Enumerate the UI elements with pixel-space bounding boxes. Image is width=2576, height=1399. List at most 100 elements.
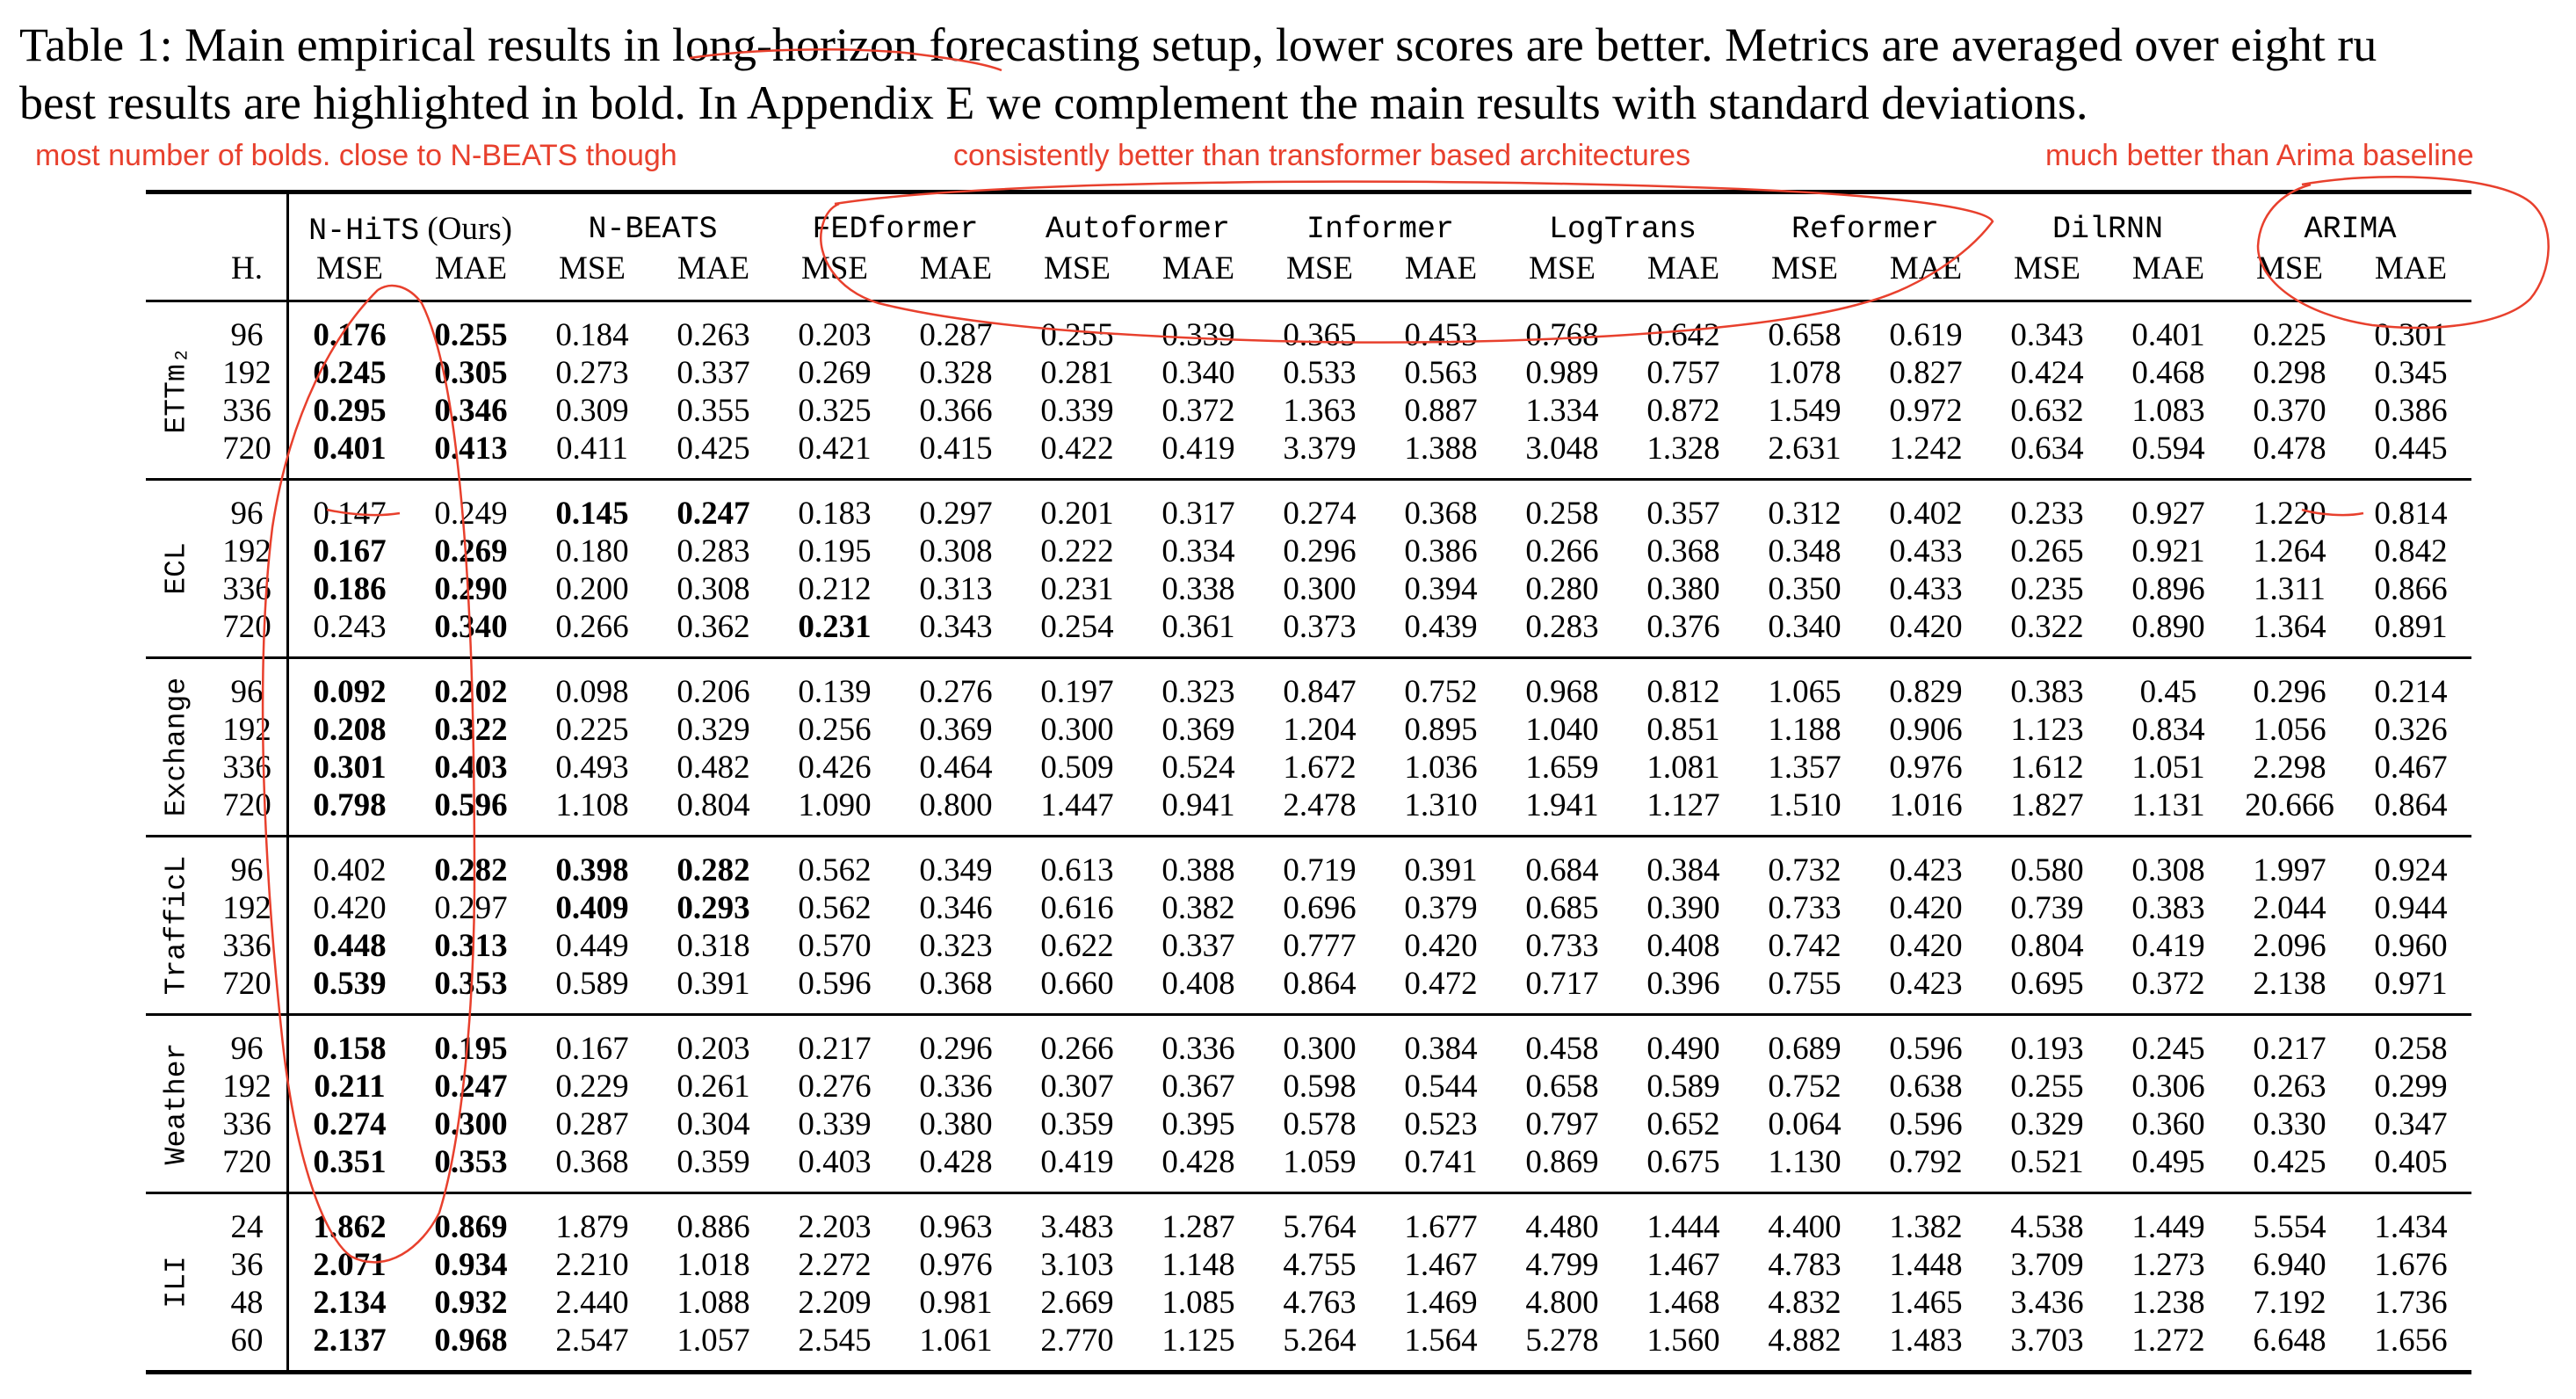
table-row: 60 2.137 0.968 2.547 1.057 2.545 1.061 2.770 1.1… — [146, 1322, 2471, 1373]
horizon-cell: 720 — [207, 1143, 289, 1193]
value-cell: 0.212 — [798, 571, 872, 607]
value-cell: 0.338 — [1161, 571, 1235, 607]
value-cell: 0.619 — [1889, 317, 1963, 353]
value-cell: 0.231 — [798, 609, 872, 645]
value-cell: 0.318 — [677, 928, 750, 964]
value-cell: 1.434 — [2374, 1209, 2448, 1245]
table-row: ECL 96 0.147 0.249 0.145 0.247 0.183 0.297 0.201… — [146, 479, 2471, 595]
value-cell: 0.420 — [1889, 890, 1963, 926]
value-cell: 4.538 — [2010, 1209, 2084, 1245]
horizon-header: H. — [207, 249, 289, 301]
value-cell: 0.732 — [1768, 852, 1842, 888]
value-cell: 0.312 — [1768, 496, 1842, 532]
value-cell: 0.733 — [1768, 890, 1842, 926]
horizon-cell: 720 — [207, 965, 289, 1015]
metric-header-mse: MSE — [2013, 250, 2081, 286]
model-header-n-beats: N-BEATS — [532, 192, 774, 250]
value-cell: 2.298 — [2253, 750, 2326, 786]
value-cell: 1.287 — [1161, 1209, 1235, 1245]
value-cell: 0.376 — [1646, 609, 1720, 645]
value-cell: 0.368 — [919, 966, 993, 1002]
value-cell: 0.453 — [1404, 317, 1478, 353]
value-cell: 1.444 — [1646, 1209, 1720, 1245]
value-cell: 1.862 — [313, 1209, 387, 1245]
value-cell: 0.323 — [919, 928, 993, 964]
horizon-cell: 192 — [207, 711, 289, 749]
value-cell: 0.345 — [2374, 355, 2448, 391]
caption-line-2: best results are highlighted in bold. In… — [19, 76, 2088, 129]
value-cell: 0.391 — [677, 966, 750, 1002]
value-cell: 0.256 — [798, 712, 872, 748]
value-cell: 0.741 — [1404, 1144, 1478, 1180]
metric-header-mae: MAE — [1161, 250, 1235, 286]
value-cell: 0.383 — [2010, 674, 2084, 710]
value-cell: 0.280 — [1525, 571, 1599, 607]
value-cell: 0.634 — [2010, 431, 2084, 467]
value-cell: 0.812 — [1646, 674, 1720, 710]
model-header-fedformer: FEDformer — [774, 192, 1017, 250]
value-cell: 1.448 — [1889, 1247, 1963, 1283]
value-cell: 0.562 — [798, 890, 872, 926]
value-cell: 1.659 — [1525, 750, 1599, 786]
value-cell: 0.409 — [555, 890, 629, 926]
value-cell: 0.339 — [1161, 317, 1235, 353]
value-cell: 2.770 — [1040, 1323, 1114, 1359]
value-cell: 0.425 — [2253, 1144, 2326, 1180]
results-table-container: N-HiTS (Ours) N-BEATS FEDformer Autoformer I… — [146, 190, 2471, 1374]
value-cell: 1.018 — [677, 1247, 750, 1283]
value-cell: 0.295 — [313, 393, 387, 429]
value-cell: 0.944 — [2374, 890, 2448, 926]
table-row: 336 0.295 0.346 0.309 0.355 0.325 0.366 0.339 0.… — [146, 392, 2471, 430]
value-cell: 0.329 — [2010, 1106, 2084, 1142]
value-cell: 0.254 — [1040, 609, 1114, 645]
value-cell: 0.800 — [919, 787, 993, 823]
value-cell: 4.882 — [1768, 1323, 1842, 1359]
value-cell: 1.220 — [2253, 496, 2326, 532]
metric-header-mse: MSE — [800, 250, 869, 286]
value-cell: 0.266 — [555, 609, 629, 645]
value-cell: 0.596 — [1889, 1031, 1963, 1067]
value-cell: 0.326 — [2374, 712, 2448, 748]
value-cell: 0.372 — [1161, 393, 1235, 429]
value-cell: 0.660 — [1040, 966, 1114, 1002]
value-cell: 0.300 — [1040, 712, 1114, 748]
value-cell: 0.433 — [1889, 571, 1963, 607]
value-cell: 0.255 — [434, 317, 508, 353]
value-cell: 2.478 — [1283, 787, 1357, 823]
value-cell: 0.176 — [313, 317, 387, 353]
value-cell: 0.423 — [1889, 852, 1963, 888]
metric-header-mae: MAE — [919, 250, 993, 286]
value-cell: 0.249 — [434, 496, 508, 532]
table-row: 720 0.798 0.596 1.108 0.804 1.090 0.800 1.447 0.… — [146, 786, 2471, 837]
value-cell: 1.242 — [1889, 431, 1963, 467]
value-cell: 0.386 — [2374, 393, 2448, 429]
value-cell: 4.763 — [1283, 1285, 1357, 1321]
value-cell: 0.245 — [313, 355, 387, 391]
value-cell: 1.040 — [1525, 712, 1599, 748]
table-row: 48 2.134 0.932 2.440 1.088 2.209 0.981 2.669 1.0… — [146, 1284, 2471, 1322]
value-cell: 1.123 — [2010, 712, 2084, 748]
value-cell: 0.195 — [798, 533, 872, 569]
value-cell: 1.467 — [1646, 1247, 1720, 1283]
model-name: LogTrans — [1548, 212, 1697, 247]
horizon-cell: 96 — [207, 836, 289, 889]
value-cell: 0.906 — [1889, 712, 1963, 748]
value-cell: 1.131 — [2131, 787, 2205, 823]
value-cell: 0.403 — [798, 1144, 872, 1180]
value-cell: 0.380 — [919, 1106, 993, 1142]
value-cell: 0.304 — [677, 1106, 750, 1142]
value-cell: 0.842 — [2374, 533, 2448, 569]
value-cell: 0.370 — [2253, 393, 2326, 429]
value-cell: 0.334 — [1161, 533, 1235, 569]
value-cell: 1.549 — [1768, 393, 1842, 429]
value-cell: 0.398 — [555, 852, 629, 888]
value-cell: 0.201 — [1040, 496, 1114, 532]
value-cell: 0.365 — [1283, 317, 1357, 353]
value-cell: 1.204 — [1283, 712, 1357, 748]
value-cell: 0.864 — [1283, 966, 1357, 1002]
value-cell: 0.276 — [798, 1069, 872, 1105]
value-cell: 0.420 — [313, 890, 387, 926]
value-cell: 0.578 — [1283, 1106, 1357, 1142]
value-cell: 0.422 — [1040, 431, 1114, 467]
metric-header-mse: MSE — [2255, 250, 2324, 286]
